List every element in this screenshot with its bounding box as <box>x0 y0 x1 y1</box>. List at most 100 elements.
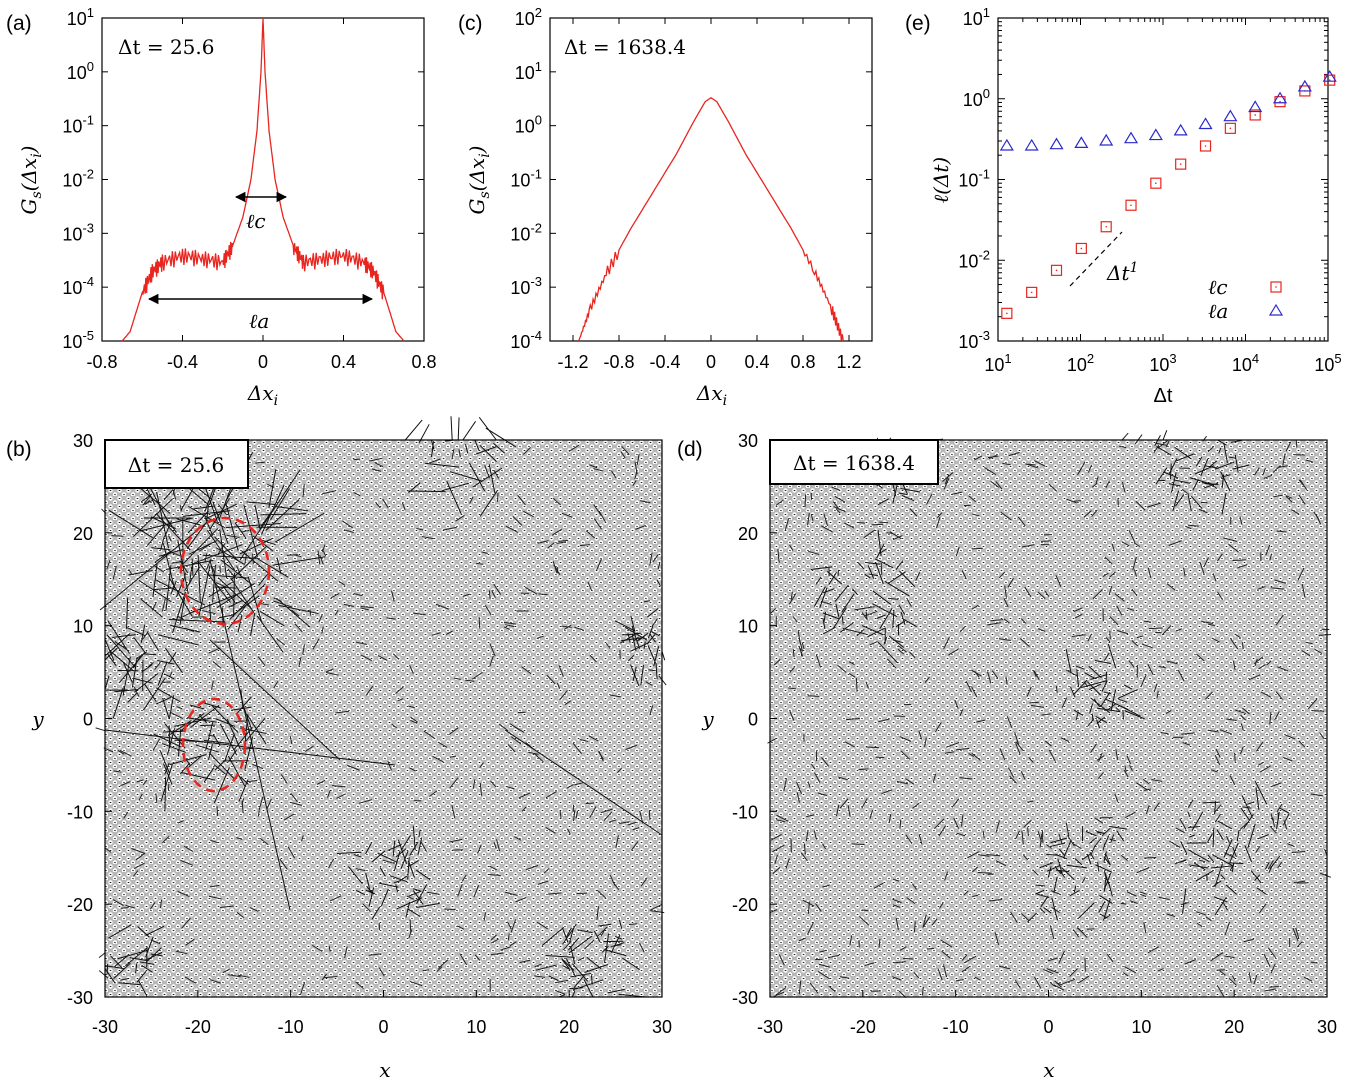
vector <box>1257 834 1269 840</box>
vector <box>246 714 267 745</box>
vector <box>493 842 497 849</box>
vector <box>835 508 841 514</box>
vector <box>1234 633 1241 639</box>
vector <box>1065 649 1072 673</box>
vector <box>214 536 240 562</box>
vector <box>848 661 855 666</box>
vector <box>1121 481 1126 493</box>
vector <box>1060 737 1070 742</box>
vector <box>497 492 499 502</box>
x-tick-label: 0 <box>1043 1017 1053 1037</box>
vector <box>208 752 236 780</box>
vector <box>1172 490 1180 512</box>
vector <box>457 883 463 897</box>
vector <box>847 805 851 817</box>
vector <box>828 572 837 585</box>
lc-point <box>1026 286 1038 298</box>
vector <box>180 859 194 866</box>
vector <box>959 777 973 780</box>
vector <box>146 524 166 546</box>
vector <box>180 762 191 775</box>
vector <box>106 653 117 667</box>
vector <box>241 550 279 582</box>
vector <box>1212 827 1215 848</box>
vector <box>1270 587 1285 590</box>
vector <box>465 679 475 682</box>
vector <box>451 448 455 460</box>
vector <box>1124 765 1127 772</box>
vector <box>552 497 562 506</box>
x-tick-label: 30 <box>652 1017 672 1037</box>
vector <box>851 843 865 846</box>
vector <box>1049 982 1055 987</box>
vector <box>1132 556 1137 571</box>
vector <box>360 605 374 609</box>
vector <box>561 959 570 970</box>
vector <box>1058 833 1063 844</box>
vector <box>164 520 173 538</box>
vector <box>1216 829 1224 841</box>
vector <box>259 610 285 627</box>
vector <box>1241 642 1244 650</box>
x-tick-label: -1.2 <box>557 352 588 372</box>
vector <box>1269 985 1280 988</box>
panel-e-ylabel: ℓ(Δt) <box>929 157 953 203</box>
vector <box>589 464 598 469</box>
vector <box>607 988 625 994</box>
vector <box>1203 557 1209 568</box>
vector <box>647 608 659 618</box>
vector <box>120 907 129 909</box>
vector <box>600 808 613 814</box>
vector <box>1081 680 1106 689</box>
vector <box>276 557 282 574</box>
vector <box>160 764 173 802</box>
vector <box>353 458 360 461</box>
vector <box>1214 755 1221 765</box>
vector <box>112 899 124 906</box>
vector <box>933 818 945 830</box>
vector <box>1207 854 1215 863</box>
vector <box>1196 653 1205 662</box>
vector <box>872 603 898 618</box>
vector <box>1273 494 1283 498</box>
vector <box>484 604 492 616</box>
vector <box>446 480 462 515</box>
vector <box>806 814 815 818</box>
vector <box>418 829 421 838</box>
lc-point <box>1175 158 1187 170</box>
vector <box>1059 870 1066 878</box>
x-tick-label: -0.8 <box>603 352 634 372</box>
vector <box>1128 529 1136 543</box>
vector <box>104 847 112 853</box>
vector <box>643 600 651 603</box>
vector <box>393 880 401 884</box>
vector <box>1135 500 1146 511</box>
vector <box>1121 432 1129 441</box>
vector <box>590 975 593 985</box>
vector <box>1229 637 1239 650</box>
vector <box>216 583 255 609</box>
vector <box>506 786 515 790</box>
vector <box>457 925 465 930</box>
vector <box>413 888 421 892</box>
vector <box>1088 683 1102 691</box>
vector <box>886 532 893 534</box>
vector <box>136 970 147 983</box>
vector <box>1232 660 1236 670</box>
vector <box>653 646 660 667</box>
vector <box>138 793 143 801</box>
vector <box>134 673 159 693</box>
vector <box>1023 854 1029 861</box>
vector <box>987 455 999 459</box>
vector <box>837 664 847 673</box>
vector <box>551 528 563 536</box>
vector <box>1003 618 1010 624</box>
vector <box>918 730 923 740</box>
vector <box>172 552 180 557</box>
vector <box>915 571 921 581</box>
vector <box>1293 454 1306 456</box>
vector <box>1043 968 1054 975</box>
tick-label: 10-5 <box>62 328 94 352</box>
vector <box>141 964 153 973</box>
vector <box>776 819 786 823</box>
